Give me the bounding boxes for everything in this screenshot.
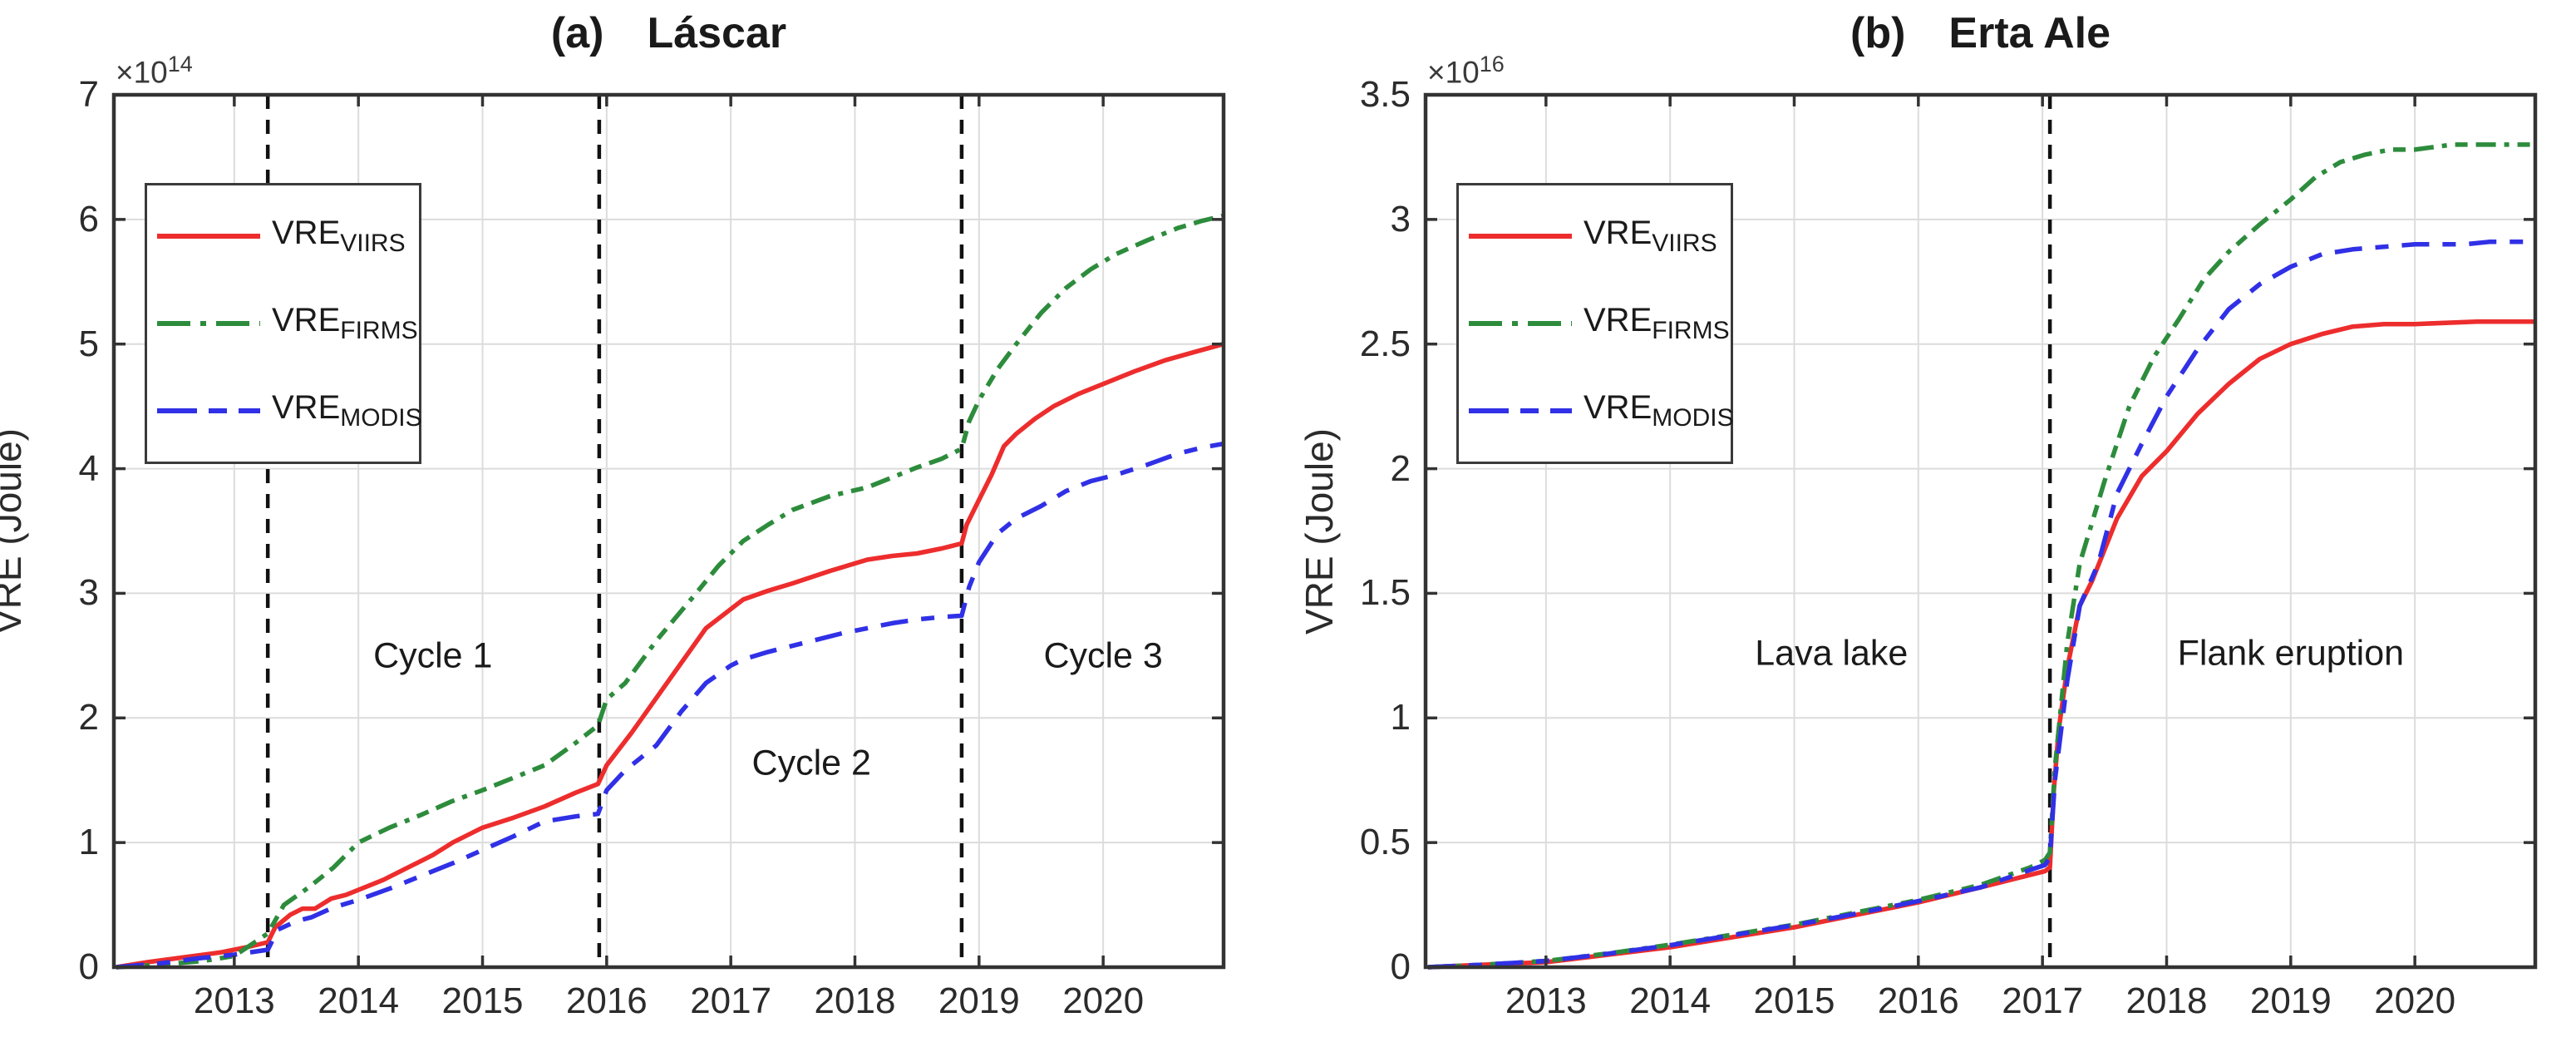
x-tick-label-2017: 2017	[690, 980, 772, 1021]
x-tick-label-2020: 2020	[2374, 980, 2456, 1021]
panel-a-title: (a) Láscar	[114, 8, 1224, 58]
x-tick-label-2013: 2013	[193, 980, 275, 1021]
x-tick-label-2019: 2019	[2249, 980, 2332, 1021]
y-tick-label-3: 3	[1390, 198, 1411, 240]
y-tick-label-1.5: 1.5	[1359, 572, 1411, 614]
x-tick-label-2018: 2018	[814, 980, 896, 1021]
panel-a-title-prefix: (a)	[550, 9, 604, 57]
firms-line-sample-icon	[1469, 320, 1572, 326]
firms-line-sample-icon	[157, 320, 260, 326]
panel-a-exponent-base: ×10	[116, 55, 168, 90]
panel-a-plot-area: Cycle 1 Cycle 2 Cycle 3	[111, 92, 1226, 970]
panel-b-title: (b) Erta Ale	[1426, 8, 2535, 58]
legend-row-viirs: VREVIIRS	[155, 215, 411, 258]
legend-row-modis: VREMODIS	[1467, 389, 1734, 432]
legend-label-modis: VREMODIS	[272, 389, 422, 432]
annotation-lava-lake: Lava lake	[1755, 634, 1908, 674]
panel-b-title-prefix: (b)	[1850, 9, 1906, 57]
panel-b-exponent-power: 16	[1479, 52, 1505, 77]
panel-b-legend: VREVIIRS VREFIRMS VREMODIS	[1456, 183, 1734, 464]
y-tick-label-3: 3	[78, 572, 99, 614]
annotation-cycle-1: Cycle 1	[373, 636, 492, 676]
y-tick-label-2: 2	[1390, 447, 1411, 489]
annotation-cycle-3: Cycle 3	[1043, 636, 1162, 676]
y-tick-label-7: 7	[78, 74, 99, 115]
legend-row-firms: VREFIRMS	[1467, 302, 1730, 345]
annotation-flank-eruption: Flank eruption	[2178, 634, 2405, 674]
panel-lascar: (a) Láscar ×1014 VRE (Joule) Cycle 1 Cycl…	[0, 9, 1226, 1021]
modis-line-sample-icon	[157, 408, 260, 414]
y-tick-label-2.5: 2.5	[1359, 323, 1411, 364]
panel-a-legend: VREVIIRS VREFIRMS VREMODIS	[145, 183, 422, 464]
panel-a-exponent: ×1014	[116, 52, 193, 90]
x-tick-label-2019: 2019	[938, 980, 1020, 1021]
annotation-cycle-2: Cycle 2	[752, 743, 871, 783]
panel-a-exponent-power: 14	[167, 52, 193, 77]
legend-label-firms: VREFIRMS	[1584, 301, 1730, 344]
panel-erta-ale: (b) Erta Ale ×1016 VRE (Joule) Lava lake…	[1298, 9, 2538, 1021]
legend-label-viirs: VREVIIRS	[272, 214, 406, 257]
panel-a-title-text: Láscar	[647, 9, 787, 57]
y-tick-label-6: 6	[78, 198, 99, 240]
legend-label-firms: VREFIRMS	[272, 301, 418, 344]
y-tick-label-1: 1	[78, 822, 99, 863]
y-tick-label-3.5: 3.5	[1359, 74, 1411, 115]
y-tick-label-0.5: 0.5	[1359, 822, 1411, 863]
viirs-line-sample-icon	[1469, 233, 1572, 239]
panel-b-exponent: ×1016	[1427, 52, 1505, 90]
x-tick-label-2018: 2018	[2125, 980, 2208, 1021]
legend-row-firms: VREFIRMS	[155, 302, 418, 345]
legend-label-modis: VREMODIS	[1584, 389, 1734, 432]
y-tick-label-4: 4	[78, 447, 99, 489]
x-tick-label-2015: 2015	[1753, 980, 1835, 1021]
x-tick-label-2014: 2014	[318, 980, 400, 1021]
x-tick-label-2015: 2015	[441, 980, 524, 1021]
x-tick-label-2017: 2017	[2002, 980, 2084, 1021]
y-tick-label-2: 2	[78, 697, 99, 738]
x-tick-label-2013: 2013	[1505, 980, 1587, 1021]
x-tick-label-2016: 2016	[565, 980, 648, 1021]
x-tick-label-2020: 2020	[1062, 980, 1145, 1021]
legend-label-viirs: VREVIIRS	[1584, 214, 1717, 257]
legend-row-modis: VREMODIS	[155, 389, 422, 432]
y-tick-label-5: 5	[78, 323, 99, 364]
x-tick-label-2016: 2016	[1877, 980, 1959, 1021]
panel-b-exponent-base: ×10	[1427, 55, 1480, 90]
panel-b-title-text: Erta Ale	[1948, 9, 2111, 57]
viirs-line-sample-icon	[157, 233, 260, 239]
y-tick-label-0: 0	[78, 946, 99, 987]
legend-row-viirs: VREVIIRS	[1467, 215, 1722, 258]
x-tick-label-2014: 2014	[1629, 980, 1712, 1021]
modis-line-sample-icon	[1469, 408, 1572, 414]
y-tick-label-1: 1	[1390, 697, 1411, 738]
y-tick-label-0: 0	[1390, 946, 1411, 987]
